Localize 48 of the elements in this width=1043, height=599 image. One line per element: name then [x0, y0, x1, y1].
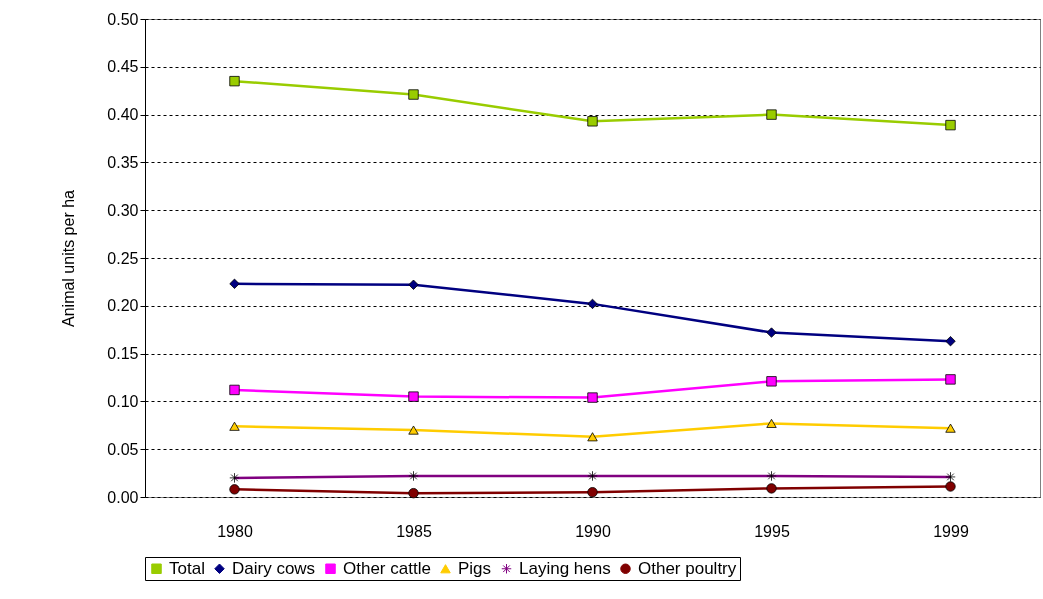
legend-label: Other poultry: [638, 558, 737, 578]
y-tick-label: 0.45: [107, 58, 139, 76]
x-tick-label: 1999: [933, 522, 969, 540]
point: [766, 483, 777, 494]
point: [945, 374, 956, 385]
legend-label: Total: [169, 558, 205, 578]
y-tick-label: 0.20: [107, 297, 139, 315]
point: [587, 487, 598, 498]
point: [587, 432, 598, 442]
point: [587, 116, 598, 127]
legend-label: Dairy cows: [232, 558, 316, 578]
x-tick-label: 1985: [396, 522, 432, 540]
point: [945, 423, 956, 433]
point: [229, 278, 240, 289]
y-tick-label: 0.15: [107, 345, 139, 363]
y-tick-label: 0.40: [107, 106, 139, 124]
point: [408, 488, 419, 499]
y-tick-label: 0.05: [107, 440, 139, 458]
y-tick-label: 0.50: [107, 10, 139, 28]
point: [766, 418, 777, 428]
y-tick-label: 0.00: [107, 488, 139, 506]
point: [587, 298, 598, 310]
x-tick-label: 1980: [217, 522, 253, 540]
y-tick-label: 0.30: [107, 201, 139, 219]
legend-label: Laying hens: [519, 558, 611, 578]
point: [229, 384, 240, 396]
legend-label: Other cattle: [343, 558, 431, 578]
point: [945, 336, 956, 347]
point: [229, 484, 240, 495]
point: [766, 109, 777, 120]
point: [587, 392, 598, 403]
point: [229, 76, 240, 87]
legend-label: Pigs: [458, 558, 492, 578]
point: [945, 481, 956, 492]
point: [408, 391, 419, 402]
point: [408, 89, 419, 100]
y-tick-label: 0.25: [107, 249, 139, 267]
point: [229, 421, 240, 431]
y-tick-label: 0.35: [107, 153, 139, 171]
point: [766, 376, 777, 387]
point: [945, 119, 956, 131]
x-tick-label: 1990: [575, 522, 611, 540]
x-tick-label: 1995: [754, 522, 790, 540]
point: [408, 425, 419, 435]
y-tick-label: 0.10: [107, 392, 139, 410]
y-axis-title: Animal units per ha: [60, 189, 78, 327]
point: [766, 327, 777, 338]
point: [408, 279, 419, 290]
